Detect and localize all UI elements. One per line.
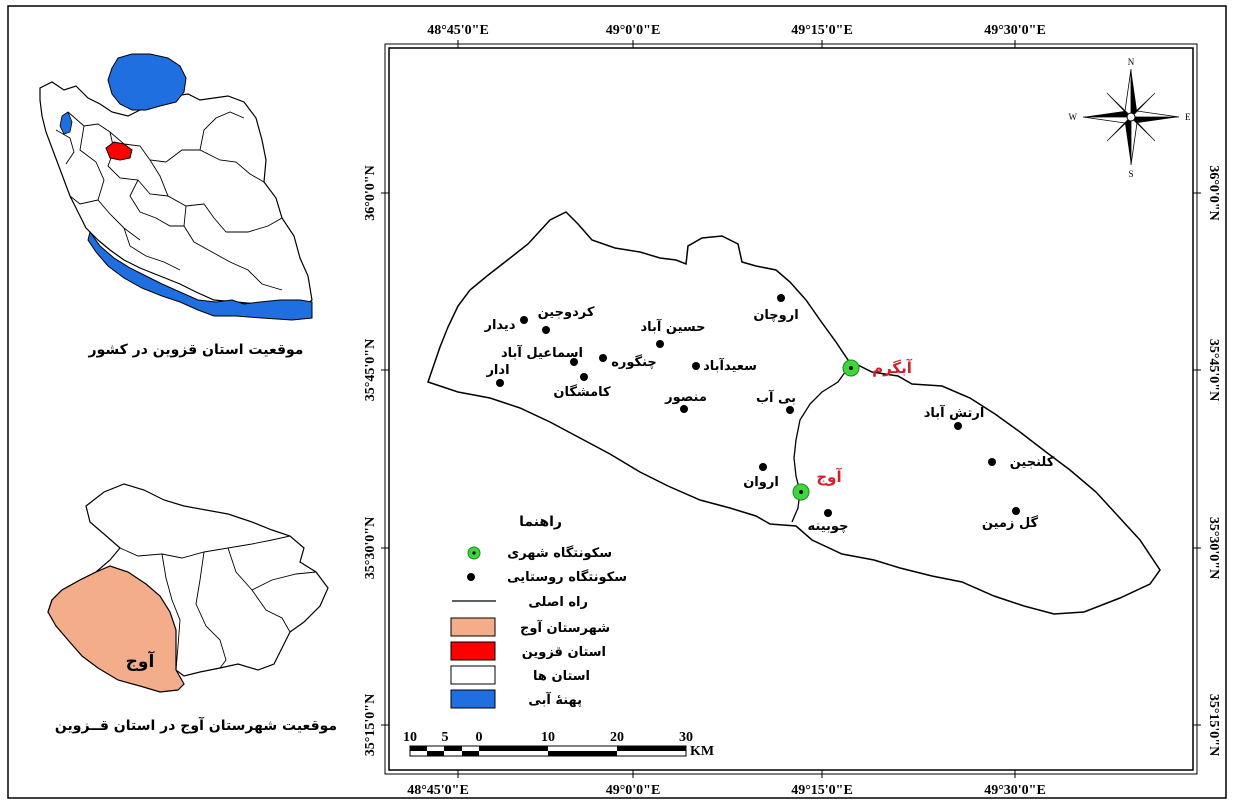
legend-label: استان ها [533, 669, 590, 684]
compass-s: S [1128, 169, 1133, 179]
village-label: منصور [664, 390, 707, 405]
legend-label: شهرستان آوج [520, 619, 610, 636]
legend-label: استان قزوین [522, 645, 606, 660]
avaj-county-highlight [47, 565, 185, 693]
village-arteshabad-dot [954, 422, 962, 430]
legend-swatch-avaj [450, 617, 496, 637]
legend-label: راه اصلی [528, 595, 588, 610]
village-label: حسین آباد [640, 318, 705, 335]
iran-province-lines [55, 111, 283, 291]
lon-label-bottom-3: 49°15'0"E [791, 783, 853, 798]
scale-label: 20 [610, 730, 624, 745]
lat-label-left-1: 36°0'0"N [363, 165, 378, 220]
inset-qazvin-map: آوج [47, 483, 329, 693]
legend-symbol-rural [467, 573, 475, 581]
grid-ticks [381, 40, 1201, 778]
city-avaj: آوج [792, 468, 842, 501]
village-arvan-dot [759, 463, 767, 471]
main-map-frame-outer [384, 43, 1198, 775]
lat-label-right-3: 35°30'0"N [1206, 517, 1221, 579]
outer-frame [7, 5, 1227, 799]
legend-label: سکونتگاه شهری [507, 545, 612, 561]
lake-urmia [59, 111, 73, 135]
village-esmailabad-dot [570, 358, 578, 366]
city-label: آوج [816, 468, 842, 486]
lon-label-top-1: 48°45'0"E [427, 23, 489, 38]
village-labels: کردوجین دیدار اسماعیل آباد چنگوره کامشگا… [483, 305, 1054, 534]
village-biab-dot [786, 406, 794, 414]
lat-label-right-4: 35°15'0"N [1206, 694, 1221, 756]
lat-label-right-2: 35°45'0"N [1206, 339, 1221, 401]
compass-n: N [1128, 57, 1135, 67]
village-label: سعیدآباد [703, 357, 757, 374]
lat-label-right-1: 36°0'0"N [1206, 165, 1221, 220]
village-label: اسماعیل آباد [501, 344, 583, 361]
village-markers [496, 294, 1020, 517]
village-kalanjin-dot [988, 458, 996, 466]
lon-label-bottom-4: 49°30'0"E [984, 783, 1046, 798]
village-saeedabad-dot [692, 362, 700, 370]
village-label: کامشگان [553, 384, 611, 400]
village-label: ارتش آباد [924, 404, 985, 421]
scale-label: 10 [403, 730, 417, 745]
compass-w: W [1069, 112, 1078, 122]
legend: راهنما سکونتگاه شهری سکونتگاه روستایی را… [450, 514, 627, 709]
inset-iran-map [39, 53, 313, 321]
village-label: دیدار [483, 318, 515, 333]
persian-gulf [87, 230, 313, 321]
village-kordujin-dot [542, 326, 550, 334]
inset-iran-caption: موقعیت استان قزوین در کشور [88, 342, 304, 358]
village-label: کردوجین [538, 305, 595, 320]
city-abgarm: آبگرم [842, 359, 913, 377]
village-label: ادار [485, 363, 509, 378]
village-label: گل زمین [982, 515, 1039, 531]
iran-outline [39, 81, 313, 311]
scale-bar: 10 5 0 10 20 30 KM [403, 730, 714, 759]
village-label: چوبینه [808, 519, 849, 534]
qazvin-county-lines [119, 535, 317, 671]
scale-label: 5 [442, 730, 449, 745]
scale-label: 10 [541, 730, 555, 745]
legend-label: پهنۀ آبی [528, 691, 582, 708]
scale-label: 30 [679, 730, 693, 745]
legend-swatch-qazvin [450, 641, 496, 661]
village-label: اروچان [753, 308, 798, 323]
lat-label-left-4: 35°15'0"N [363, 694, 378, 756]
village-hosseinabad-dot [656, 340, 664, 348]
lon-label-top-3: 49°15'0"E [791, 23, 853, 38]
legend-title: راهنما [519, 514, 562, 530]
village-changureh-dot [599, 354, 607, 362]
qazvin-province-highlight [105, 141, 133, 161]
lat-label-left-2: 35°45'0"N [363, 339, 378, 401]
village-adar-dot [496, 379, 504, 387]
lon-label-bottom-2: 49°0'0"E [606, 783, 661, 798]
village-label: اروان [743, 475, 779, 490]
village-mansur-dot [680, 405, 688, 413]
village-chubineh-dot [824, 509, 832, 517]
village-label: چنگوره [611, 354, 657, 370]
avaj-county-boundary [427, 211, 1161, 615]
village-aruchan-dot [777, 294, 785, 302]
inset-qazvin-caption: موقعیت شهرستان آوج در استان قــزوین [55, 716, 337, 734]
village-golzamin-dot [1012, 507, 1020, 515]
village-didar-dot [520, 316, 528, 324]
scale-unit: KM [690, 744, 714, 759]
village-label: کلنجین [1010, 455, 1055, 470]
caspian-sea [107, 53, 187, 111]
legend-swatch-water [450, 689, 496, 709]
lon-label-top-4: 49°30'0"E [984, 23, 1046, 38]
compass-e: E [1185, 112, 1191, 122]
inset-avaj-label: آوج [126, 650, 156, 672]
lat-label-left-3: 35°30'0"N [363, 517, 378, 579]
legend-swatch-provinces [450, 665, 496, 685]
scale-label: 0 [476, 730, 483, 745]
lon-label-top-2: 49°0'0"E [606, 23, 661, 38]
legend-label: سکونتگاه روستایی [507, 569, 627, 585]
lon-label-bottom-1: 48°45'0"E [407, 783, 469, 798]
north-arrow: N S E W [1069, 57, 1192, 179]
village-label: بی آب [756, 389, 796, 406]
village-kameshgan-dot [580, 373, 588, 381]
city-label: آبگرم [872, 359, 913, 377]
